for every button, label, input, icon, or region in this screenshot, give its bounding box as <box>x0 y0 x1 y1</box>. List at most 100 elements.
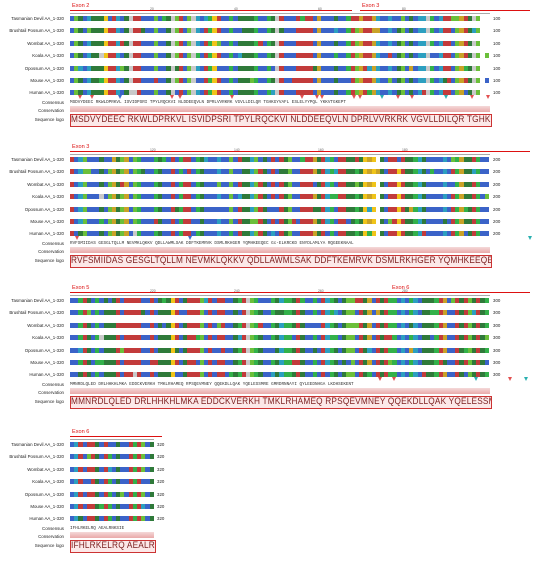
residue <box>187 181 192 187</box>
residue <box>375 310 380 316</box>
variant-marker <box>380 94 384 99</box>
residue <box>74 454 79 460</box>
residue <box>137 40 142 46</box>
residue <box>199 206 204 212</box>
residue <box>430 206 435 212</box>
residue <box>480 28 485 34</box>
residue <box>430 40 435 46</box>
residue <box>111 298 117 303</box>
residue <box>191 298 196 303</box>
residue <box>111 194 117 200</box>
residue <box>183 194 188 200</box>
residue <box>78 504 83 509</box>
residue <box>476 90 481 96</box>
residue <box>375 206 380 212</box>
residue <box>405 347 410 353</box>
sequence-row <box>70 360 490 365</box>
residue <box>70 169 75 175</box>
residue <box>174 335 179 341</box>
residue <box>137 310 142 316</box>
residue <box>421 78 426 83</box>
residue <box>157 16 163 21</box>
residue <box>296 78 301 83</box>
residue <box>484 65 489 71</box>
residue <box>333 28 338 34</box>
residue <box>329 194 334 200</box>
residue <box>90 219 96 224</box>
residue <box>124 157 129 162</box>
residue <box>338 90 343 96</box>
residue <box>145 40 150 46</box>
residue <box>124 442 129 447</box>
residue <box>438 28 443 34</box>
residue <box>296 372 301 378</box>
residue <box>262 206 267 212</box>
residue <box>321 206 326 212</box>
residue <box>137 206 142 212</box>
residue <box>95 40 100 46</box>
residue <box>296 40 301 46</box>
residue <box>467 90 472 96</box>
residue <box>400 298 405 303</box>
residue <box>90 466 96 472</box>
residue <box>174 231 179 237</box>
residue <box>224 194 230 200</box>
residue <box>116 310 121 316</box>
residue <box>216 53 221 59</box>
residue <box>388 219 393 224</box>
residue <box>216 157 221 162</box>
residue <box>229 169 234 175</box>
residue <box>141 157 146 162</box>
residue <box>371 298 376 303</box>
residue <box>296 16 301 21</box>
residue <box>467 310 472 316</box>
residue <box>459 219 464 224</box>
residue <box>195 194 200 200</box>
residue <box>287 310 292 316</box>
residue <box>379 194 385 200</box>
residue <box>141 479 146 485</box>
residue <box>220 206 225 212</box>
residue <box>379 347 385 353</box>
residue <box>275 298 280 303</box>
residue <box>208 157 213 162</box>
residue <box>467 28 472 34</box>
residue <box>254 194 259 200</box>
residue <box>350 65 355 71</box>
residue <box>120 219 125 224</box>
residue <box>484 169 489 175</box>
residue <box>216 206 221 212</box>
residue <box>392 40 397 46</box>
residue <box>325 372 330 378</box>
residue <box>237 360 242 365</box>
residue <box>262 90 267 96</box>
residue <box>74 169 79 175</box>
residue <box>237 40 242 46</box>
residue <box>296 360 301 365</box>
residue <box>451 360 456 365</box>
sequence-row <box>70 454 154 460</box>
residue <box>375 16 380 21</box>
sequence-row <box>70 219 490 224</box>
residue <box>451 310 456 316</box>
residue <box>149 53 154 59</box>
residue <box>128 78 133 83</box>
residue <box>463 90 468 96</box>
residue <box>137 65 142 71</box>
residue <box>271 322 276 328</box>
residue <box>245 53 251 59</box>
residue <box>325 16 330 21</box>
end-position: 320 <box>157 516 165 522</box>
residue <box>187 169 192 175</box>
residue <box>137 298 142 303</box>
residue <box>157 40 163 46</box>
residue <box>191 157 196 162</box>
residue <box>229 90 234 96</box>
exon-bracket <box>360 10 530 11</box>
sequence-logo: MMNRDLQLED DRLHHKHLMKA EDDCKVERKH TMKLRH… <box>70 395 492 409</box>
residue <box>266 372 271 378</box>
residue <box>312 40 318 46</box>
residue <box>216 90 221 96</box>
residue <box>358 206 364 212</box>
residue <box>99 169 104 175</box>
